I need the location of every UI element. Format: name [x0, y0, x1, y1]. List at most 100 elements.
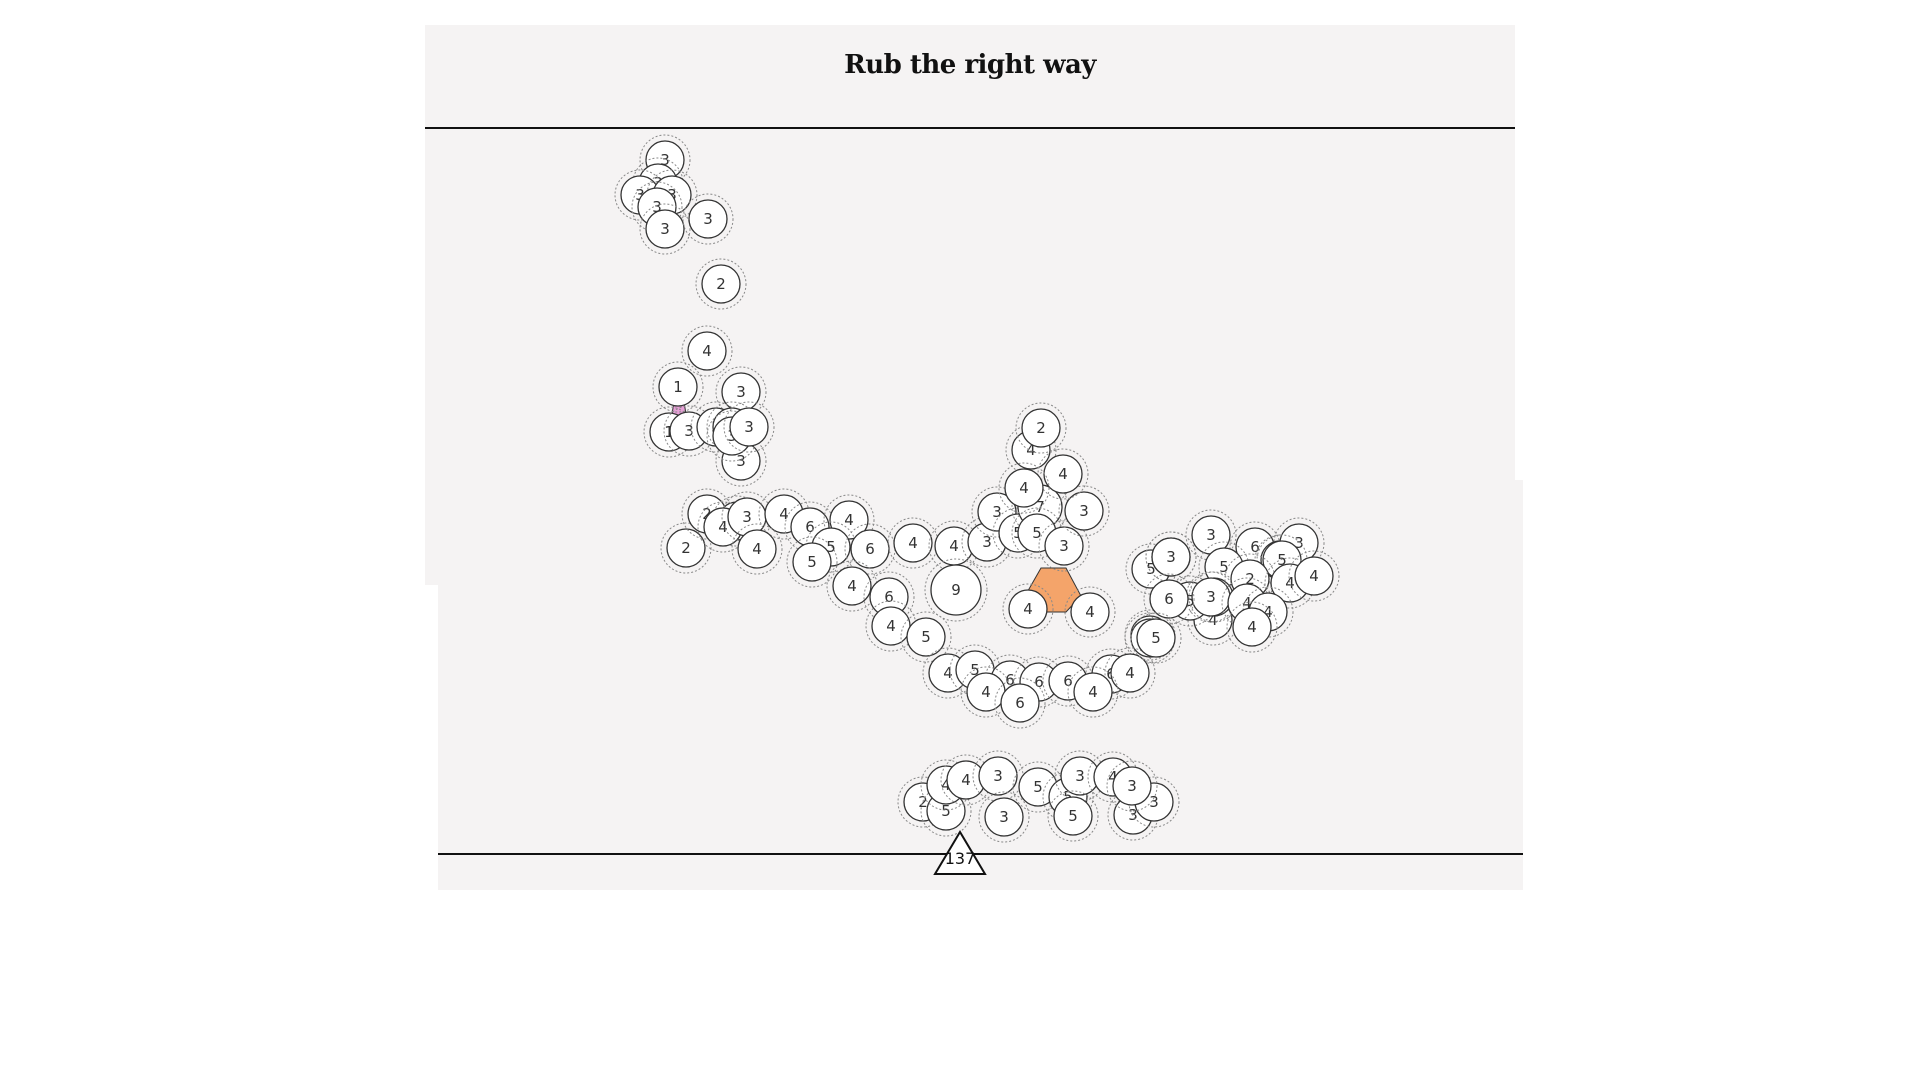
bubble-circle: [658, 367, 698, 407]
bubble-circle: [1151, 537, 1191, 577]
launcher[interactable]: 137: [933, 830, 987, 875]
bubble-halo: [1145, 531, 1197, 583]
bubble-value: 3: [1206, 588, 1216, 606]
bubble-value: 3: [736, 383, 746, 401]
bubble-value: 4: [1026, 441, 1036, 459]
bubble-value: 4: [1309, 567, 1319, 585]
bubble-value: 1: [673, 378, 683, 396]
bubble-circle: [688, 199, 728, 239]
bubble-value: 6: [805, 518, 815, 536]
bubble-value: 3: [1127, 777, 1137, 795]
bubble-circle: [1008, 589, 1048, 629]
bubble: 3: [1038, 520, 1090, 572]
bubble-value: 5: [1151, 629, 1161, 647]
bubble-circle: [645, 209, 685, 249]
bubble-value: 3: [1206, 526, 1216, 544]
bubble-cluster: 3333333224113333333224344645564645449335…: [614, 134, 1340, 843]
bubble-value: 6: [1015, 694, 1025, 712]
bubble-value: 5: [941, 802, 951, 820]
bubble-value: 6: [1164, 590, 1174, 608]
bubble: 1: [652, 361, 704, 413]
bubble-value: 4: [1019, 479, 1029, 497]
bubble: 3: [978, 791, 1030, 843]
bubble-halo: [1273, 517, 1325, 569]
bubble: 5: [1130, 612, 1182, 664]
bubble: 4: [1288, 550, 1340, 602]
bubble-value: 2: [1245, 570, 1255, 588]
bubble-circle: [978, 756, 1018, 796]
bubble-value: 3: [1075, 767, 1085, 785]
bubble-value: 4: [908, 534, 918, 552]
bubble-value: 4: [1023, 600, 1033, 618]
bubble-halo: [1106, 760, 1158, 812]
bubble-value: 6: [1063, 672, 1073, 690]
bubble-halo: [1038, 520, 1090, 572]
bubble-halo: [1047, 790, 1099, 842]
bottom-boundary-line: [438, 853, 1523, 855]
bubble-halo: [1185, 509, 1237, 561]
bubble-halo: [631, 181, 683, 233]
bubble-circle: [984, 797, 1024, 837]
bubble-value: 3: [635, 186, 645, 204]
bubble-value: 4: [752, 540, 762, 558]
bubble: 3: [1145, 531, 1197, 583]
bubble-value: 3: [1059, 537, 1069, 555]
bubble-circle: [1043, 454, 1083, 494]
bubble-halo: [1002, 583, 1054, 635]
bubble-value: 5: [1033, 778, 1043, 796]
bubble-halo: [978, 791, 1030, 843]
launcher-triangle-icon[interactable]: [933, 830, 987, 875]
bubble-circle: [832, 566, 872, 606]
bubble: 2: [660, 522, 712, 574]
bubble-value: 3: [982, 533, 992, 551]
bubble-value: 5: [826, 538, 836, 556]
bubble-value: 4: [718, 518, 728, 536]
bubble-value: 3: [660, 151, 670, 169]
bubble-value: 6: [1250, 538, 1260, 556]
bubble-halo: [994, 677, 1046, 729]
bubble-halo: [1015, 402, 1067, 454]
bubble-value: 4: [941, 776, 951, 794]
bubble-circle: [1070, 592, 1110, 632]
bubble-value: 3: [1149, 793, 1159, 811]
bubble-circle: [792, 542, 832, 582]
bubble-halo: [715, 366, 767, 418]
bubble-value: 9: [951, 581, 961, 599]
bubble-halo: [682, 193, 734, 245]
bubble: 4: [1104, 647, 1156, 699]
bubble-value: 4: [1088, 683, 1098, 701]
bubble-value: 5: [1068, 807, 1078, 825]
bubble: 2: [1015, 402, 1067, 454]
bubble-halo: [1104, 647, 1156, 699]
bubble-halo: [1067, 666, 1119, 718]
bubble-value: 2: [681, 539, 691, 557]
top-boundary-line: [425, 127, 1515, 129]
bubble-circle: [906, 617, 946, 657]
bubble-circle: [1044, 526, 1084, 566]
bubble-halo: [1058, 485, 1110, 537]
bubble: 3: [1185, 571, 1237, 623]
bubble-value: 4: [702, 342, 712, 360]
bubble: 4: [887, 517, 939, 569]
bubble-value: 6: [865, 540, 875, 558]
bubble-value: 3: [1166, 548, 1176, 566]
bubble-circle: [1232, 607, 1272, 647]
bubble-halo: [1037, 448, 1089, 500]
bubble-value: 5: [1185, 592, 1195, 610]
bubble: 4: [1037, 448, 1089, 500]
bubble-halo: [786, 536, 838, 588]
bubble-value: 3: [744, 418, 754, 436]
bubble-value: 3: [999, 808, 1009, 826]
bubble-circle: [1021, 408, 1061, 448]
bubble-halo: [823, 494, 875, 546]
bubble-value: 2: [716, 275, 726, 293]
bubble-halo: [639, 134, 691, 186]
bubble: 5: [1047, 790, 1099, 842]
bubble: 6: [844, 523, 896, 575]
bubble-value: 2: [1036, 419, 1046, 437]
bubble-value: 2: [918, 793, 928, 811]
bubble: 5: [786, 536, 838, 588]
bubble-value: 3: [1294, 534, 1304, 552]
bubble-value: 2: [702, 505, 712, 523]
